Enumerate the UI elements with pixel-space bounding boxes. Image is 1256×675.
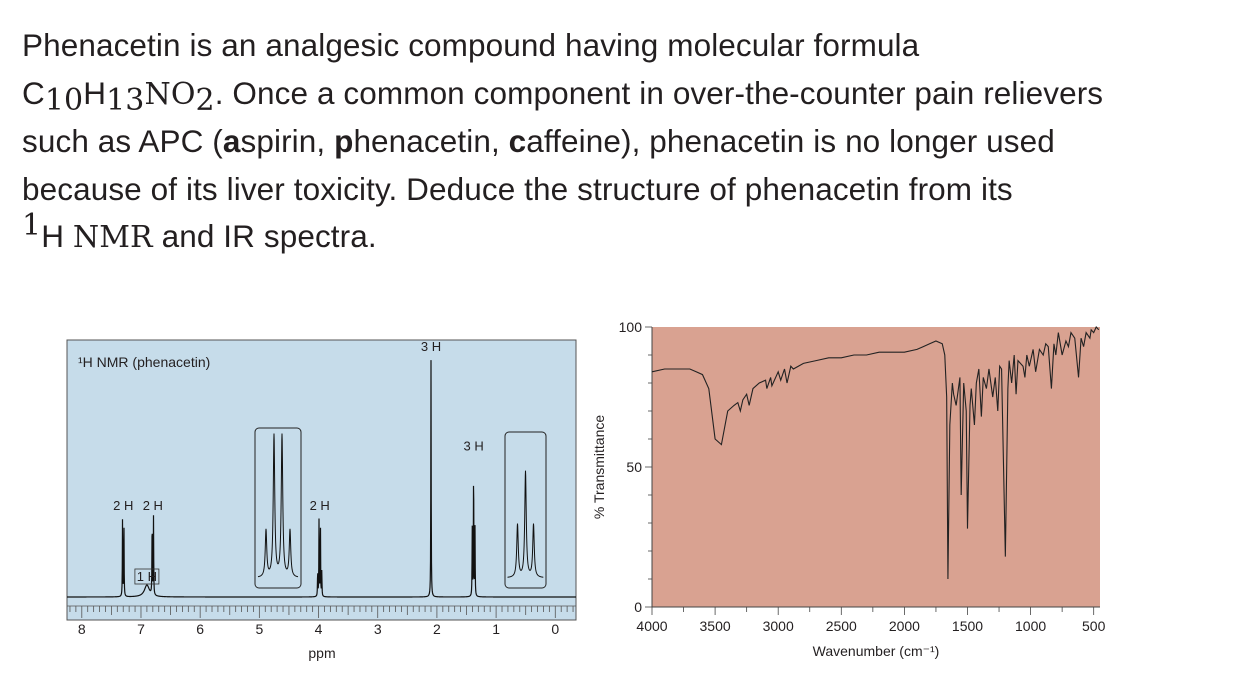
nmr-x-tick-label: 2 bbox=[433, 621, 441, 637]
ir-y-tick-label: 100 bbox=[619, 319, 643, 335]
nmr-peak-label: 2 H bbox=[113, 498, 133, 513]
nmr-x-axis-label: ppm bbox=[308, 645, 335, 661]
triplet-expansion-trace bbox=[507, 470, 544, 578]
nmr-expansion-quartet bbox=[254, 427, 302, 589]
intro-line-1: Phenacetin is an analgesic compound havi… bbox=[22, 27, 920, 63]
nmr-peak-label: 2 H bbox=[310, 498, 330, 513]
ir-spectrum-chart: 0 50 100 4000 3500 3000 2500 2000 1500 1000 500 % … bbox=[591, 319, 1106, 659]
ir-x-axis-label: Wavenumber (cm⁻¹) bbox=[813, 643, 940, 659]
nmr-x-tick-label: 0 bbox=[551, 621, 559, 637]
nmr-peak-labels: 2 H 1 H 2 H 2 H 3 H 3 H bbox=[113, 339, 484, 585]
ir-x-tick-label: 2000 bbox=[889, 618, 920, 634]
nmr-expansion-triplet bbox=[504, 431, 547, 589]
nmr-peak-label: 2 H bbox=[143, 498, 163, 513]
ir-x-tick-label: 3000 bbox=[763, 618, 794, 634]
intro-line-4: because of its liver toxicity. Deduce th… bbox=[22, 170, 1013, 207]
nmr-minor-ticks bbox=[67, 605, 576, 618]
ir-y-axis-label: % Transmittance bbox=[591, 415, 607, 519]
nmr-x-tick-label: 7 bbox=[137, 621, 145, 637]
ir-x-tick-label: 3500 bbox=[700, 618, 731, 634]
intro-line-2: C10H13NO2. Once a common component in ov… bbox=[22, 74, 1104, 118]
nmr-x-tick-label: 8 bbox=[78, 621, 86, 637]
ir-y-tick-label: 0 bbox=[634, 599, 642, 615]
nmr-peak-label: 1 H bbox=[137, 569, 157, 584]
nmr-x-tick-label: 4 bbox=[315, 621, 323, 637]
intro-line-3: such as APC (aspirin, phenacetin, caffei… bbox=[22, 123, 1055, 159]
quartet-expansion-trace bbox=[257, 433, 299, 578]
problem-statement: Phenacetin is an analgesic compound havi… bbox=[22, 22, 1252, 262]
nmr-x-tick-label: 1 bbox=[492, 621, 500, 637]
intro-line-5: 1H NMR and IR spectra. bbox=[22, 208, 377, 256]
ir-x-tick-label: 1000 bbox=[1015, 618, 1046, 634]
ir-y-tick-label: 50 bbox=[626, 459, 642, 475]
ir-x-tick-label: 2500 bbox=[826, 618, 857, 634]
ir-x-tick-label: 1500 bbox=[952, 618, 983, 634]
nmr-spectrum-chart: ¹H NMR (phenacetin) 2 H 1 H 2 H 2 H 3 H 3 H 8… bbox=[66, 339, 577, 661]
nmr-trace bbox=[67, 360, 576, 598]
nmr-x-tick-label: 5 bbox=[255, 621, 263, 637]
nmr-x-tick-label: 3 bbox=[374, 621, 382, 637]
ir-x-tick-label: 500 bbox=[1082, 618, 1106, 634]
nmr-title: ¹H NMR (phenacetin) bbox=[78, 354, 210, 370]
nmr-x-tick-labels: 8 7 6 5 4 3 2 1 0 bbox=[78, 621, 559, 637]
ir-plot-background bbox=[652, 327, 1100, 607]
nmr-peak-label-box bbox=[134, 568, 160, 585]
nmr-x-tick-label: 6 bbox=[196, 621, 204, 637]
ir-x-tick-label: 4000 bbox=[636, 618, 667, 634]
nmr-peak-label: 3 H bbox=[421, 339, 441, 354]
nmr-peak-label: 3 H bbox=[463, 439, 483, 454]
ir-trace bbox=[651, 326, 1100, 580]
molecular-formula: C10H13NO2 bbox=[22, 74, 215, 118]
ir-axis-ticks: 0 50 100 4000 3500 3000 2500 2000 1500 1000 500 bbox=[619, 319, 1106, 634]
